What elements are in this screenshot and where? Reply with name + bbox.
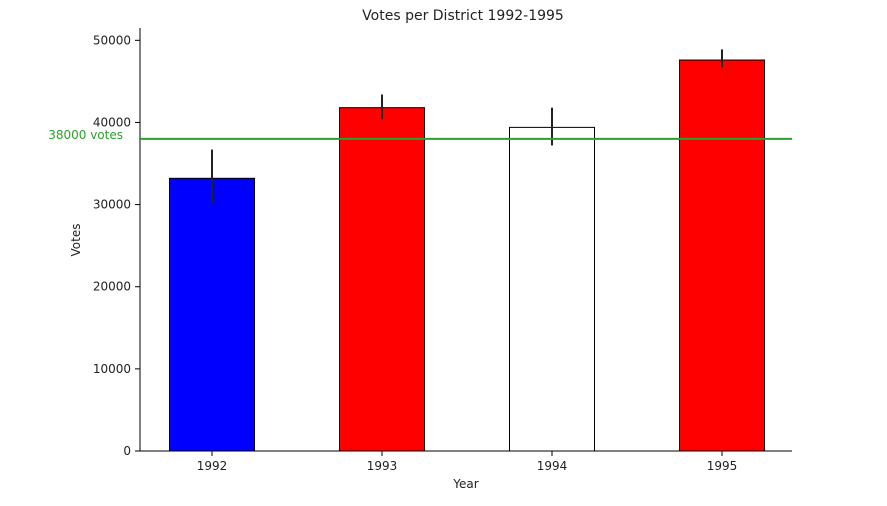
y-ticks-group: 0 10000 20000 30000 40000 50000 [93, 33, 140, 458]
x-axis-label: Year [452, 477, 478, 491]
y-tick-label: 20000 [93, 280, 131, 294]
chart-title: Votes per District 1992-1995 [362, 8, 564, 24]
y-tick-label: 0 [123, 444, 131, 458]
x-ticks-group: 1992 1993 1994 1995 [197, 451, 738, 473]
x-tick-label: 1995 [707, 459, 738, 473]
reference-line-label: 38000 votes [48, 128, 123, 142]
x-tick-label: 1993 [367, 459, 398, 473]
y-tick-label: 50000 [93, 33, 131, 47]
bar-1995 [679, 59, 765, 452]
x-tick-label: 1994 [537, 459, 568, 473]
error-bars-group [211, 49, 723, 204]
bar-1994 [509, 126, 595, 452]
y-tick-label: 40000 [93, 115, 131, 129]
bar-1993 [339, 107, 425, 452]
bar-1992 [169, 177, 255, 452]
bars-group [169, 59, 765, 452]
y-axis-label: Votes [69, 224, 83, 257]
y-tick-label: 30000 [93, 198, 131, 212]
x-tick-label: 1992 [197, 459, 228, 473]
y-tick-label: 10000 [93, 362, 131, 376]
